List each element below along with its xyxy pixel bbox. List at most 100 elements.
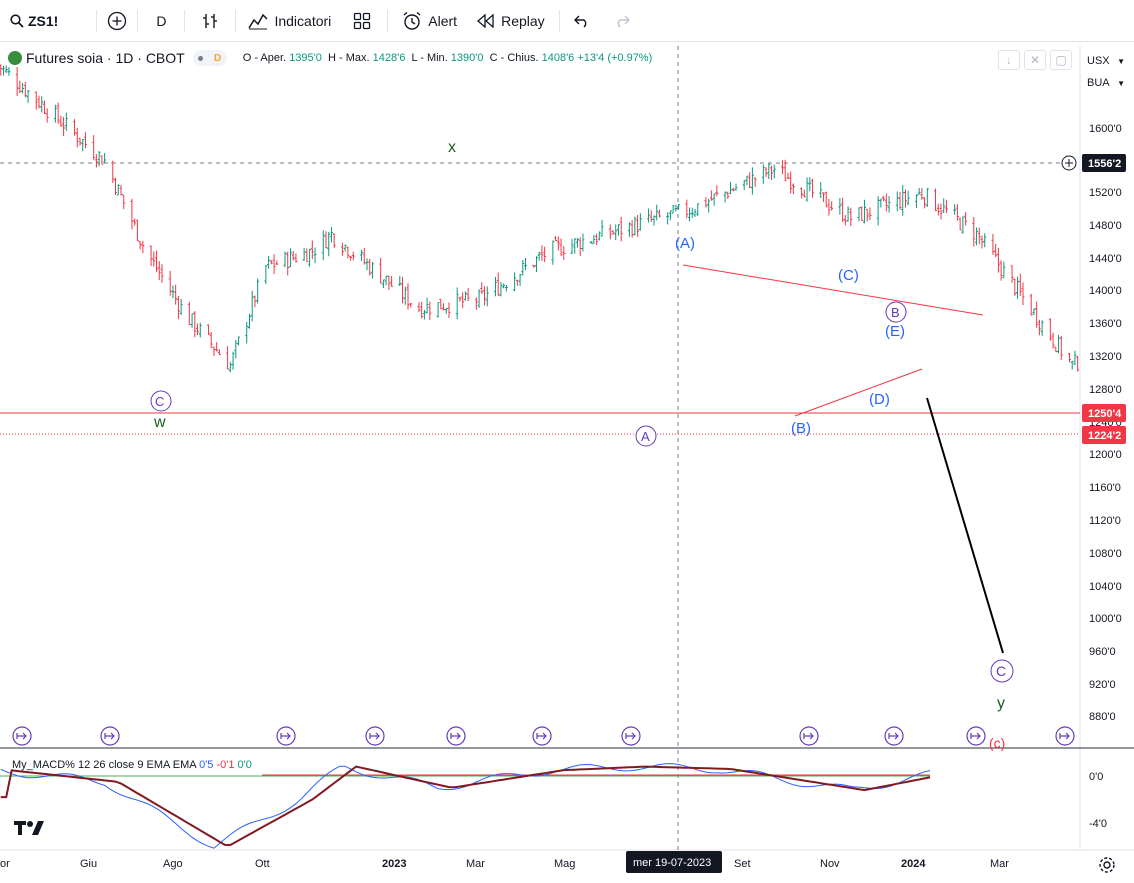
- ohlc-bar: [964, 212, 968, 226]
- event-arrow-icon[interactable]: [365, 726, 385, 746]
- indicators-button[interactable]: Indicatori: [238, 5, 339, 37]
- ohlc-bar: [551, 240, 555, 265]
- ohlc-bar: [351, 251, 355, 261]
- ohlc-bar: [647, 208, 651, 223]
- event-arrow-icon[interactable]: [12, 726, 32, 746]
- ohlc-bar: [1029, 293, 1033, 316]
- ohlc-bar: [906, 190, 910, 206]
- triangle-upper-trendline[interactable]: [682, 264, 984, 316]
- ohlc-bar: [155, 250, 159, 273]
- ohlc-bar: [62, 116, 66, 136]
- ohlc-bar: [944, 199, 948, 213]
- interval-button[interactable]: D: [140, 5, 182, 37]
- collapse-button[interactable]: ✕: [1024, 50, 1046, 70]
- ohlc-bar: [1035, 301, 1039, 328]
- event-arrow-icon[interactable]: [276, 726, 296, 746]
- compare-symbol-button[interactable]: [99, 5, 135, 37]
- redo-button[interactable]: [602, 5, 642, 37]
- ohlc-bar: [671, 204, 675, 214]
- projection-line[interactable]: [926, 397, 1004, 654]
- ohlc-bar: [15, 66, 19, 96]
- ohlc-bar: [174, 284, 178, 305]
- ohlc-bar: [496, 272, 500, 296]
- ohlc-bar: [34, 91, 38, 110]
- ohlc-bar: [1018, 273, 1022, 296]
- replay-button[interactable]: Replay: [465, 5, 557, 37]
- triangle-lower-trendline[interactable]: [794, 368, 923, 417]
- ohlc-bar: [294, 253, 298, 263]
- indicators-label: Indicatori: [274, 12, 332, 29]
- ohlc-bar: [310, 240, 314, 260]
- ohlc-bar: [37, 95, 41, 109]
- ohlc-bar: [562, 245, 566, 261]
- unit-select[interactable]: BUA ▼: [1083, 72, 1127, 94]
- time-tick: Mag: [554, 858, 575, 870]
- event-markers[interactable]: [12, 726, 1075, 746]
- elliott-wave-labels[interactable]: x C w (A) A (B) (C) B (E) (D) C y (c): [150, 139, 1014, 751]
- ohlc-bar: [1067, 352, 1071, 363]
- ohlc-bar: [570, 239, 574, 255]
- ohlc-bar: [209, 331, 213, 349]
- close-value: 1408'6: [541, 52, 575, 64]
- currency-select[interactable]: USX ▼: [1083, 50, 1127, 72]
- ohlc-bar: [1051, 332, 1055, 349]
- ohlc-bar: [707, 198, 711, 213]
- status-dot: [198, 55, 204, 61]
- maximize-icon: ▢: [1055, 53, 1067, 67]
- status-letter: D: [214, 52, 222, 64]
- market-status-badge[interactable]: D: [192, 50, 227, 66]
- marker-bg: [1082, 404, 1126, 422]
- ohlc-bar: [674, 204, 678, 212]
- macd-tick: 0'0: [1089, 771, 1103, 783]
- ohlc-bar: [770, 165, 774, 181]
- move-down-button[interactable]: ↓: [998, 50, 1020, 70]
- toolbar-divider: [387, 9, 389, 32]
- ohlc-bar: [589, 241, 593, 244]
- symbol-search-button[interactable]: ZS1!: [0, 5, 66, 37]
- event-arrow-icon[interactable]: [884, 726, 904, 746]
- ohlc-bar: [627, 222, 631, 237]
- wave-label-b-circle: B: [891, 305, 900, 320]
- ohlc-bar: [696, 203, 700, 217]
- event-arrow-icon[interactable]: [446, 726, 466, 746]
- ohlc-bar: [267, 255, 271, 269]
- ohlc-bar: [332, 233, 336, 249]
- event-arrow-icon[interactable]: [966, 726, 986, 746]
- ohlc-bar: [78, 137, 82, 146]
- maximize-button[interactable]: ▢: [1050, 50, 1072, 70]
- ohlc-bar: [152, 251, 156, 267]
- ohlc-bar: [537, 251, 541, 261]
- ohlc-bar: [764, 167, 768, 178]
- ohlc-bar: [980, 235, 984, 249]
- price-axis[interactable]: 1600'0 1520'0 1480'0 1440'0 1400'0 1360'…: [1089, 123, 1122, 723]
- chart-type-button[interactable]: [187, 5, 233, 37]
- undo-button[interactable]: [562, 5, 602, 37]
- ohlc-bar: [425, 297, 429, 314]
- time-axis[interactable]: or Giu Ago Ott 2023 Mar Mag Set Nov 2024…: [0, 851, 1009, 873]
- tradingview-logo[interactable]: [14, 819, 46, 842]
- event-arrow-icon[interactable]: [621, 726, 641, 746]
- ohlc-bar: [575, 237, 579, 248]
- ohlc-bar: [149, 245, 153, 267]
- time-tick: Giu: [80, 858, 97, 870]
- settings-button[interactable]: [1098, 856, 1116, 879]
- layouts-button[interactable]: [339, 5, 385, 37]
- event-arrow-icon[interactable]: [532, 726, 552, 746]
- ohlc-bar: [554, 235, 558, 241]
- ohlc-bar: [748, 172, 752, 189]
- ohlc-bar: [791, 183, 795, 195]
- event-arrow-icon[interactable]: [799, 726, 819, 746]
- marker-resistance-text: 1250'4: [1088, 408, 1122, 420]
- alert-button[interactable]: Alert: [390, 5, 465, 37]
- legend-title[interactable]: Futures soia · 1D · CBOT: [26, 50, 185, 66]
- event-arrow-icon[interactable]: [100, 726, 120, 746]
- event-arrow-icon[interactable]: [1055, 726, 1075, 746]
- ohlc-bar: [630, 220, 634, 238]
- ohlc-bar: [524, 257, 528, 271]
- macd-legend[interactable]: My_MACD% 12 26 close 9 EMA EMA 0'5 -0'1 …: [12, 759, 252, 771]
- ohlc-bar: [455, 287, 459, 320]
- ohlc-bar: [42, 100, 46, 115]
- ohlc-bar: [193, 311, 197, 338]
- ohlc-bar: [723, 191, 727, 203]
